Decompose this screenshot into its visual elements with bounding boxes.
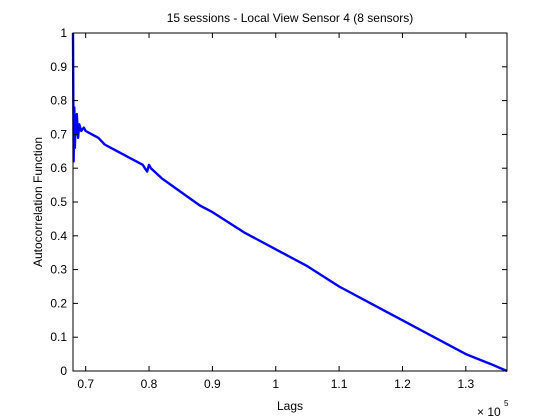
x-multiplier-exponent: 5 (504, 399, 509, 408)
y-tick-label: 0.2 (50, 296, 67, 310)
y-tick-label: 0.9 (50, 60, 67, 74)
x-multiplier-base: × 10 (477, 405, 501, 419)
x-tick-label: 0.8 (141, 377, 158, 391)
axis-ticks: 0.7 0.8 0.9 1 1.1 1.2 1.3 0 0.1 0.2 0.3 0.4 0.5 0.6 0.… (50, 26, 507, 391)
x-tick-label: 0.9 (204, 377, 221, 391)
x-tick-label: 1.3 (457, 377, 474, 391)
x-tick-label: 1 (272, 377, 279, 391)
axes-frame (72, 32, 508, 372)
y-tick-label: 0.4 (50, 229, 67, 243)
y-tick-label: 0.7 (50, 127, 67, 141)
y-tick-label: 0.1 (50, 330, 67, 344)
y-tick-label: 0.3 (50, 263, 67, 277)
y-tick-label: 0.8 (50, 94, 67, 108)
x-tick-label: 1.1 (331, 377, 348, 391)
y-tick-label: 0.5 (50, 195, 67, 209)
plot-area (71, 32, 508, 373)
y-axis-label: Autocorrelation Function (31, 137, 45, 267)
x-tick-label: 1.2 (394, 377, 411, 391)
y-tick-label: 0.6 (50, 161, 67, 175)
y-tick-label: 1 (60, 26, 67, 40)
chart-title: 15 sessions - Local View Sensor 4 (8 sen… (167, 11, 414, 25)
series-line-0 (71, 32, 508, 373)
y-tick-label: 0 (60, 364, 67, 378)
x-tick-label: 0.7 (77, 377, 94, 391)
x-axis-label: Lags (277, 399, 303, 413)
